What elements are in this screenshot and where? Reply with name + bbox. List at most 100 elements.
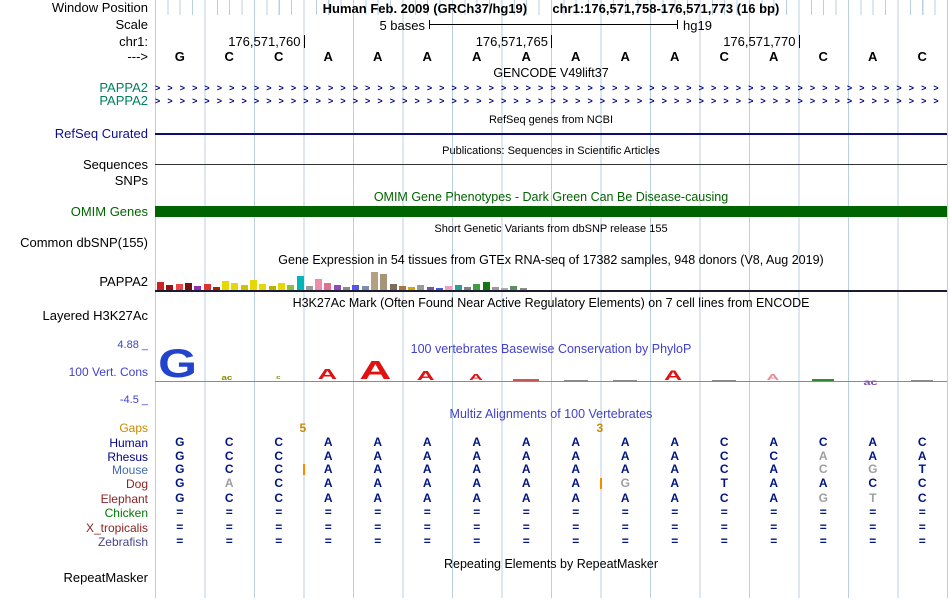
gtex-tissue-bar[interactable]: [380, 274, 388, 290]
gtex-tissue-bar[interactable]: [287, 285, 295, 290]
alignment-base: G: [175, 449, 185, 463]
gtex-tissue-bar[interactable]: [445, 286, 453, 290]
window-position-label: Window Position: [51, 0, 148, 15]
alignment-base: =: [720, 520, 728, 534]
gtex-tissue-bar[interactable]: [454, 285, 462, 290]
gtex-tissue-bar[interactable]: [296, 276, 304, 290]
gtex-tissue-bar[interactable]: [352, 285, 360, 290]
track-label-omim[interactable]: OMIM Genes: [70, 204, 148, 219]
species-label-human[interactable]: Human: [109, 436, 148, 450]
species-label-rhesus[interactable]: Rhesus: [107, 450, 148, 464]
alignment-base: =: [770, 505, 778, 519]
omim-gene-bar[interactable]: [155, 206, 947, 217]
gtex-tissue-bar[interactable]: [305, 286, 313, 290]
track-label-refseq[interactable]: RefSeq Curated: [54, 126, 148, 141]
strand-label: --->: [127, 49, 148, 64]
gtex-tissue-bar[interactable]: [473, 284, 481, 290]
alignment-base: =: [324, 505, 332, 519]
alignment-base: =: [720, 505, 728, 519]
species-label-dog[interactable]: Dog: [125, 477, 148, 491]
gtex-tissue-bar[interactable]: [426, 287, 434, 290]
alignment-base: C: [274, 435, 284, 449]
gtex-tissue-bar[interactable]: [240, 285, 248, 290]
gtex-tissue-bar[interactable]: [212, 287, 220, 290]
gtex-tissue-bar[interactable]: [491, 287, 499, 290]
gtex-tissue-bar[interactable]: [408, 287, 416, 290]
alignment-base: A: [323, 476, 333, 490]
gtex-tissue-bar[interactable]: [482, 282, 490, 290]
gtex-tissue-bar[interactable]: [175, 284, 183, 290]
track-label-gencode-pappa2-2[interactable]: PAPPA2: [99, 93, 148, 108]
gtex-tissue-bar[interactable]: [166, 285, 174, 290]
gtex-tissue-bar[interactable]: [370, 272, 378, 290]
reference-base: C: [818, 49, 828, 64]
gtex-tissue-bar[interactable]: [333, 285, 341, 290]
gtex-tissue-bar[interactable]: [510, 286, 518, 290]
gtex-tissue-bar[interactable]: [315, 279, 323, 290]
alignment-base: A: [620, 462, 630, 476]
gtex-tissue-bar[interactable]: [463, 287, 471, 290]
gtex-tissue-bar[interactable]: [343, 287, 350, 290]
gtex-tissue-bar[interactable]: [519, 288, 527, 290]
refseq-gene-line[interactable]: [155, 133, 947, 135]
gtex-tissue-bar[interactable]: [324, 283, 332, 290]
species-label-chicken[interactable]: Chicken: [104, 506, 148, 520]
alignment-base: A: [769, 491, 779, 505]
species-label-elephant[interactable]: Elephant: [100, 492, 148, 506]
gtex-tissue-bar[interactable]: [203, 284, 211, 290]
gtex-tissue-bar[interactable]: [222, 281, 230, 290]
track-label-phylop[interactable]: 100 Vert. Cons: [68, 365, 148, 379]
species-label-mouse[interactable]: Mouse: [111, 463, 148, 477]
gap-insertion-size: 3: [596, 421, 604, 435]
track-label-publications[interactable]: Sequences: [82, 157, 148, 172]
gtex-tissue-bar[interactable]: [389, 284, 397, 290]
gtex-tissue-bar[interactable]: [194, 286, 202, 290]
track-label-gtex[interactable]: PAPPA2: [99, 274, 148, 289]
gencode-transcript-1[interactable]: >>>>>>>>>>>>>>>>>>>>>>>>>>>>>>>>>>>>>>>>…: [155, 83, 946, 93]
gtex-tissue-bar[interactable]: [398, 286, 406, 290]
gtex-tissue-bar[interactable]: [157, 282, 164, 290]
phylop-score-bar: [613, 380, 638, 381]
gtex-tissue-bar[interactable]: [436, 288, 443, 290]
species-label-x_tropicalis[interactable]: X_tropicalis: [85, 521, 148, 535]
track-label-snps[interactable]: SNPs: [114, 173, 148, 188]
fine-ruler-ticks: [155, 0, 948, 15]
track-label-h3k27ac[interactable]: Layered H3K27Ac: [42, 308, 148, 323]
dbsnp-title: Short Genetic Variants from dbSNP releas…: [434, 223, 668, 235]
track-label-repeatmasker[interactable]: RepeatMasker: [63, 570, 148, 585]
gencode-transcript-2[interactable]: >>>>>>>>>>>>>>>>>>>>>>>>>>>>>>>>>>>>>>>>…: [155, 96, 946, 106]
alignment-base: =: [225, 520, 233, 534]
gtex-tissue-bar[interactable]: [250, 280, 257, 290]
track-label-gaps[interactable]: Gaps: [119, 421, 148, 435]
alignment-base: C: [818, 435, 828, 449]
reference-base: A: [472, 49, 482, 64]
alignment-base: A: [571, 435, 581, 449]
alignment-base: =: [918, 505, 926, 519]
gtex-tissue-bar[interactable]: [361, 286, 369, 290]
species-label-zebrafish[interactable]: Zebrafish: [97, 535, 148, 549]
alignment-base: C: [917, 476, 927, 490]
publications-item-line[interactable]: [155, 164, 947, 165]
alignment-base: C: [274, 449, 284, 463]
alignment-base: A: [373, 491, 383, 505]
alignment-base: A: [818, 449, 828, 463]
alignment-base: A: [323, 449, 333, 463]
alignment-base: A: [373, 435, 383, 449]
gtex-tissue-bar[interactable]: [268, 286, 276, 290]
track-label-dbsnp[interactable]: Common dbSNP(155): [20, 235, 148, 250]
alignment-base: =: [225, 505, 233, 519]
track-label-gencode-pappa2-1[interactable]: PAPPA2: [99, 80, 148, 95]
alignment-base: A: [472, 491, 482, 505]
alignment-base: A: [472, 462, 482, 476]
phylop-letter: c: [275, 375, 281, 382]
gtex-tissue-bar[interactable]: [417, 285, 425, 290]
phylop-letter: A: [359, 355, 392, 386]
alignment-base: A: [323, 435, 333, 449]
alignment-base: G: [620, 476, 630, 490]
gtex-tissue-bar[interactable]: [277, 283, 285, 290]
gtex-tissue-bar[interactable]: [184, 283, 192, 290]
gtex-tissue-bar[interactable]: [259, 284, 267, 290]
phylop-letter: ac: [862, 378, 878, 387]
gtex-tissue-bar[interactable]: [501, 288, 509, 290]
gtex-tissue-bar[interactable]: [231, 283, 239, 290]
